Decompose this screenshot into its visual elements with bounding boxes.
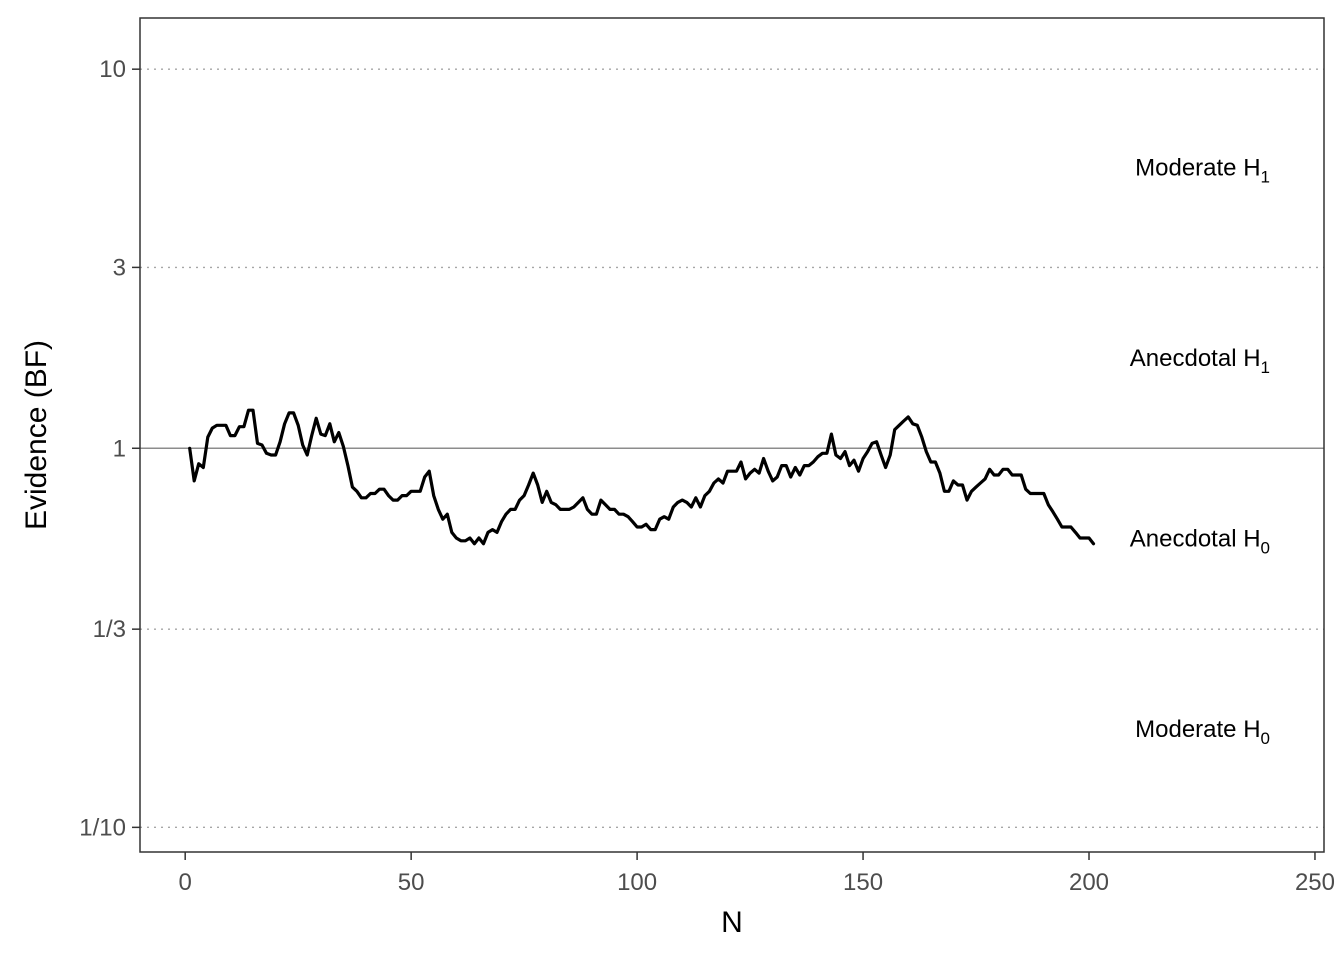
x-tick-label: 0: [179, 869, 192, 896]
x-tick-label: 150: [843, 869, 883, 896]
y-axis: 10 3 1 1/3 1/10: [79, 56, 140, 841]
y-tick-label: 1/3: [93, 616, 126, 643]
region-label-main: Anecdotal H: [1130, 526, 1261, 553]
region-label-subscript: 1: [1261, 358, 1270, 377]
x-tick-label: 200: [1069, 869, 1109, 896]
region-label: Anecdotal H1: [1130, 345, 1270, 377]
x-axis-title: N: [721, 906, 743, 939]
y-tick-label: 3: [113, 254, 126, 281]
x-axis: 0 50 100 150 200 250: [179, 852, 1335, 896]
y-tick-label: 1/10: [79, 814, 126, 841]
region-label: Moderate H0: [1135, 716, 1270, 748]
y-tick-label: 10: [99, 56, 126, 83]
region-label-subscript: 0: [1261, 539, 1270, 558]
region-label-main: Moderate H: [1135, 155, 1260, 182]
x-tick-label: 50: [398, 869, 425, 896]
region-label-subscript: 0: [1261, 729, 1270, 748]
region-label-main: Anecdotal H: [1130, 345, 1261, 372]
region-label-subscript: 1: [1261, 168, 1270, 187]
series-layer: [188, 408, 1096, 546]
x-tick-label: 250: [1295, 869, 1335, 896]
x-tick-label: 100: [617, 869, 657, 896]
plot-border: [139, 17, 1325, 853]
y-axis-title: Evidence (BF): [20, 340, 53, 530]
region-label: Anecdotal H0: [1130, 526, 1270, 558]
grid-lines: [140, 68, 1324, 829]
series-line: [188, 408, 1096, 546]
region-label-main: Moderate H: [1135, 716, 1260, 743]
y-tick-label: 1: [113, 435, 126, 462]
region-label: Moderate H1: [1135, 155, 1270, 187]
